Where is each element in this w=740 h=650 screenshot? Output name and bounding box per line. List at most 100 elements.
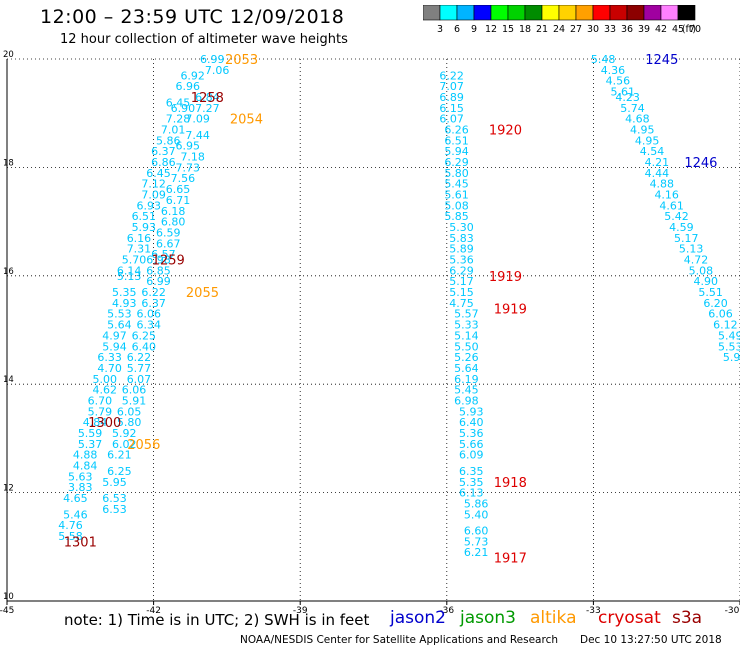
pass-time-label: 1919 [494, 302, 527, 317]
wave-height-label: 6.86 [151, 156, 176, 169]
color-swatch [677, 5, 696, 21]
wave-height-label: 5.93 [132, 221, 157, 234]
x-tick-label: -33 [586, 606, 601, 616]
wave-height-label: 5.58 [58, 530, 83, 543]
wave-height-label: 4.23 [615, 91, 640, 104]
wave-height-label: 5.48 [591, 53, 616, 66]
wave-height-label: 5.64 [107, 319, 132, 332]
wave-height-label: 6.37 [151, 145, 176, 158]
wave-height-label: 6.67 [156, 237, 181, 250]
color-scale-label: 9 [471, 24, 477, 35]
color-scale-label: 33 [604, 24, 616, 35]
pass-time-label: 1300 [88, 416, 121, 431]
wave-height-label: 6.07 [439, 113, 464, 126]
wave-height-label: 4.90 [694, 275, 719, 288]
wave-height-label: 5.80 [117, 416, 142, 429]
y-tick-label: 20 [3, 50, 14, 60]
color-scale-label: 42 [655, 24, 667, 35]
wave-height-label: 5.77 [127, 362, 152, 375]
pass-time-label: 1920 [489, 123, 522, 138]
wave-height-label: 4.88 [650, 178, 675, 191]
wave-height-label: 6.07 [127, 373, 152, 386]
wave-height-label: 5.00 [92, 373, 117, 386]
wave-height-label: 5.17 [449, 275, 474, 288]
pass-time-label: 2054 [230, 113, 263, 128]
wave-height-label: 7.12 [141, 178, 166, 191]
wave-height-label: 6.45 [146, 167, 171, 180]
wave-height-label: 5.66 [459, 438, 484, 451]
wave-height-label: 6.05 [117, 405, 142, 418]
wave-height-label: 4.95 [630, 123, 655, 136]
color-scale-label: 30 [587, 24, 599, 35]
wave-height-label: 7.31 [127, 243, 152, 256]
wave-height-label: 5.57 [454, 308, 479, 321]
pass-time-label: 2055 [186, 286, 219, 301]
generated-time: Dec 10 13:27:50 UTC 2018 [580, 634, 722, 646]
pass-time-label: 1258 [191, 91, 224, 106]
pass-time-label: 2056 [127, 438, 160, 453]
wave-height-label: 6.12 [713, 319, 738, 332]
wave-height-label: 6.06 [708, 308, 733, 321]
color-scale-label: 45 [672, 24, 684, 35]
wave-height-label: 7.27 [195, 102, 220, 115]
wave-height-label: 4.84 [83, 416, 108, 429]
legend-s3a: s3a [672, 608, 703, 628]
wave-height-label: 7.56 [171, 172, 196, 185]
wave-height-label: 5.85 [444, 210, 469, 223]
wave-height-label: 6.95 [176, 140, 201, 153]
wave-height-label: 4.84 [73, 460, 98, 473]
wave-height-label: 4.70 [97, 362, 122, 375]
pass-time-label: 1259 [152, 254, 185, 269]
wave-height-label: 4.44 [645, 167, 670, 180]
wave-height-label: 4.61 [659, 199, 684, 212]
wave-height-label: 6.96 [176, 80, 201, 93]
wave-height-label: 5.42 [664, 210, 689, 223]
color-scale-label: 70 [689, 24, 701, 35]
wave-height-label: 6.51 [132, 210, 157, 223]
wave-height-label: 6.22 [127, 351, 152, 364]
wave-height-label: 5.13 [117, 270, 142, 283]
wave-height-label: 6.37 [141, 297, 166, 310]
wave-height-label: 6.14 [117, 264, 142, 277]
wave-height-label: 5.08 [689, 264, 714, 277]
wave-height-label: 4.21 [645, 156, 670, 169]
color-scale-label: 6 [454, 24, 460, 35]
wave-height-label: 5.35 [459, 476, 484, 489]
wave-height-label: 5.74 [620, 102, 645, 115]
wave-height-label: 5.50 [454, 340, 479, 353]
wave-height-label: 6.84 [195, 91, 220, 104]
wave-height-label: 5.30 [449, 221, 474, 234]
wave-height-label: 6.15 [439, 102, 464, 115]
wave-height-label: 6.21 [107, 449, 132, 462]
pass-time-label: 1919 [489, 270, 522, 285]
wave-height-label: 6.06 [122, 384, 147, 397]
wave-height-label: 6.26 [444, 123, 469, 136]
x-tick-label: -30 [725, 606, 740, 616]
wave-height-label: 6.98 [454, 394, 479, 407]
wave-height-label: 5.14 [454, 329, 479, 342]
wave-height-label: 5.89 [449, 243, 474, 256]
wave-height-label: 6.09 [459, 449, 484, 462]
wave-height-label: 6.29 [444, 156, 469, 169]
wave-height-label: 5.61 [610, 86, 635, 99]
pass-time-label: 1301 [64, 535, 97, 550]
color-scale-label: 39 [638, 24, 650, 35]
wave-height-label: 6.59 [156, 226, 181, 239]
wave-height-label: 7.06 [205, 64, 230, 77]
wave-height-label: 5.45 [444, 178, 469, 191]
wave-height-label: 5.08 [444, 199, 469, 212]
track-c: 5.484.364.565.614.235.744.684.954.954.54… [591, 53, 740, 364]
wave-height-label: 5.83 [449, 232, 474, 245]
wave-height-label: 6.99 [146, 275, 171, 288]
wave-height-label: 7.01 [161, 123, 186, 136]
wave-height-label: 6.60 [464, 525, 489, 538]
wave-height-label: 6.98 [146, 254, 171, 267]
wave-height-label: 4.56 [606, 75, 631, 88]
wave-height-label: 5.94 [444, 145, 469, 158]
wave-height-label: 6.53 [102, 492, 127, 505]
wave-height-label: 5.13 [679, 243, 704, 256]
x-tick-label: -39 [293, 606, 308, 616]
wave-height-label: 5.80 [444, 167, 469, 180]
wave-height-label: 4.95 [635, 134, 660, 147]
